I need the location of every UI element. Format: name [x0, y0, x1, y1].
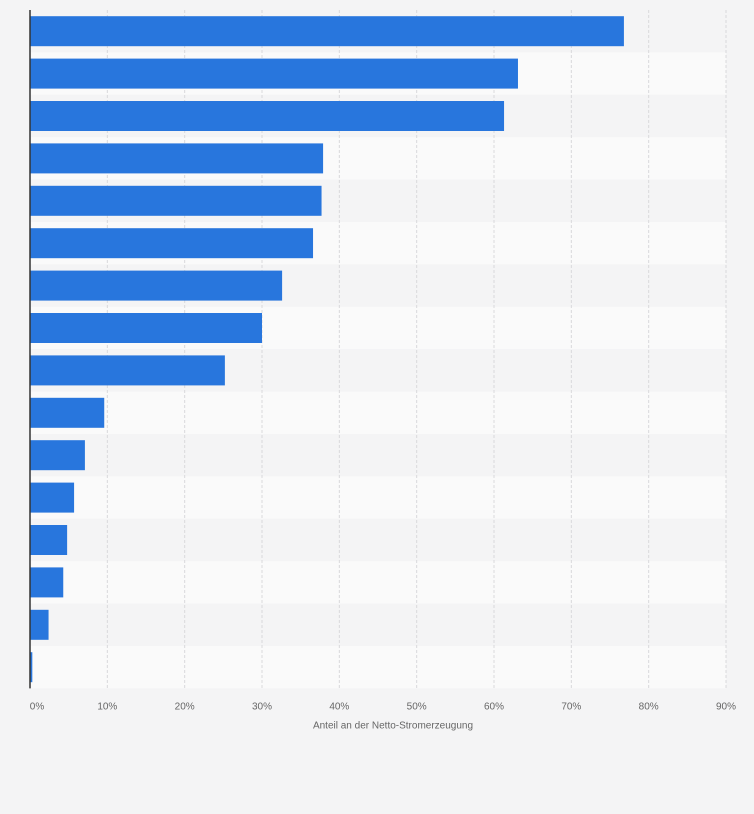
x-tick-label: 0%	[30, 701, 45, 712]
bar[interactable]	[30, 101, 505, 131]
row-band	[30, 561, 726, 604]
x-tick-label: 60%	[484, 701, 504, 712]
row-band	[30, 646, 726, 689]
bar[interactable]	[30, 58, 518, 89]
bar[interactable]	[30, 567, 64, 598]
x-tick-label: 30%	[252, 701, 272, 712]
x-tick-label: 10%	[97, 701, 117, 712]
bar[interactable]	[30, 440, 85, 471]
row-band	[30, 603, 726, 646]
bar[interactable]	[30, 482, 75, 513]
x-tick-label: 50%	[407, 701, 427, 712]
bar[interactable]	[30, 525, 68, 555]
bar[interactable]	[30, 609, 49, 640]
bar[interactable]	[30, 185, 322, 216]
x-tick-label: 20%	[175, 701, 195, 712]
x-axis-title: Anteil an der Netto-Stromerzeugung	[313, 720, 473, 731]
row-band	[30, 476, 726, 519]
x-tick-label: 40%	[329, 701, 349, 712]
row-band	[30, 434, 726, 477]
bar[interactable]	[30, 270, 283, 301]
bar[interactable]	[30, 355, 225, 386]
row-band	[30, 391, 726, 434]
x-tick-label: 70%	[561, 701, 581, 712]
bar[interactable]	[30, 397, 105, 428]
x-tick-label: 80%	[639, 701, 659, 712]
bar[interactable]	[30, 313, 262, 343]
x-tick-labels: 0% 10% 20% 30% 40% 50% 60% 70% 80% 90%	[30, 701, 736, 712]
bar[interactable]	[30, 143, 324, 174]
bar[interactable]	[30, 228, 314, 259]
bars	[30, 16, 624, 683]
gridlines	[106, 10, 727, 689]
bar[interactable]	[30, 16, 624, 47]
row-band	[30, 518, 726, 562]
x-tick-label: 90%	[716, 701, 736, 712]
bar[interactable]	[30, 652, 33, 683]
